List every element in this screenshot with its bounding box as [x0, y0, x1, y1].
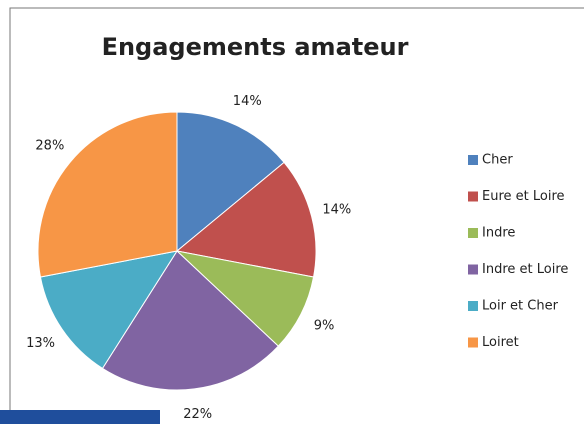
legend-swatch [468, 155, 478, 165]
data-label: 13% [26, 336, 55, 351]
data-label: 9% [314, 318, 335, 333]
legend-label: Indre et Loire [482, 262, 568, 277]
legend-swatch [468, 337, 478, 348]
pie-slice [176, 111, 285, 253]
legend-label: Loir et Cher [482, 299, 559, 314]
decor-bar [0, 410, 160, 424]
data-label: 22% [183, 407, 212, 422]
legend-swatch [468, 301, 478, 311]
pie-slice [175, 161, 317, 278]
legend-label: Eure et Loire [482, 189, 565, 204]
legend-label: Cher [482, 153, 513, 168]
data-label: 14% [322, 202, 351, 217]
chart-title: Engagements amateur [102, 33, 409, 61]
data-label: 14% [233, 94, 262, 109]
legend-swatch [468, 264, 478, 275]
legend-label: Loiret [482, 335, 519, 350]
data-label: 28% [35, 138, 64, 153]
pie-slice [39, 250, 179, 370]
legend-label: Indre [482, 226, 515, 241]
pie-slice [175, 250, 315, 347]
legend-swatch [468, 191, 478, 202]
pie-slice [37, 111, 178, 278]
legend-swatch [468, 228, 478, 238]
pie-slice [101, 250, 280, 391]
